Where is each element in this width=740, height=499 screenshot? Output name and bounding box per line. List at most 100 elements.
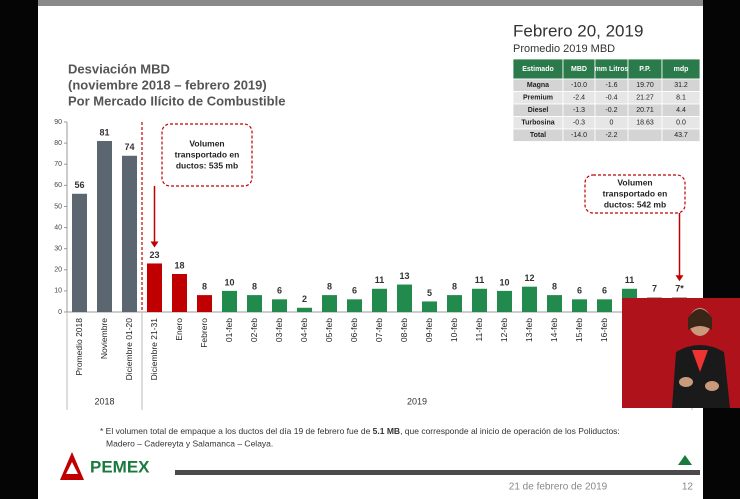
value-label: 81 xyxy=(99,127,109,137)
table: Estimado MBD mm Litros P.P. mdp Magna -10.0 -1.… xyxy=(512,58,701,142)
x-tick-label: 07-feb xyxy=(374,318,384,342)
table-cell: -0.4 xyxy=(605,95,617,102)
table-cell: 4.4 xyxy=(676,107,686,114)
annotation-text: ductos: 535 mb xyxy=(176,160,238,170)
y-tick-label: 70 xyxy=(54,161,62,168)
table-row-label: Magna xyxy=(527,82,549,89)
value-label: 5 xyxy=(427,288,432,298)
table-cell-bg xyxy=(627,128,663,142)
x-tick-label: 15-feb xyxy=(574,318,584,342)
x-tick-label: Noviembre xyxy=(99,318,109,359)
y-tick-label: 90 xyxy=(54,119,62,126)
table-cell: 0 xyxy=(610,120,614,127)
bar xyxy=(247,295,262,312)
value-label: 23 xyxy=(149,250,159,260)
x-tick-label: Promedio 2018 xyxy=(74,318,84,376)
bar xyxy=(197,295,212,312)
table-row-label: Turbosina xyxy=(521,120,554,127)
y-tick-label: 50 xyxy=(54,203,62,210)
bar xyxy=(547,295,562,312)
x-tick-label: 09-feb xyxy=(424,318,434,342)
bar xyxy=(272,299,287,312)
value-label: 12 xyxy=(524,273,534,283)
header-title: Febrero 20, 2019 xyxy=(513,21,643,40)
y-tick-label: 10 xyxy=(54,288,62,295)
bar xyxy=(297,307,312,312)
page-number: 12 xyxy=(682,482,694,493)
value-label: 6 xyxy=(577,286,582,296)
x-tick-label: 06-feb xyxy=(349,318,359,342)
value-label: 11 xyxy=(625,275,635,285)
bar xyxy=(597,299,612,312)
bar xyxy=(447,295,462,312)
x-tick-label: Febrero xyxy=(199,318,209,348)
footnote-text: * El volumen total de empaque a los duct… xyxy=(100,426,373,436)
value-label: 8 xyxy=(252,281,257,291)
x-tick-label: 13-feb xyxy=(524,318,534,342)
group-label: 2019 xyxy=(407,396,427,406)
value-label: 8 xyxy=(327,281,332,291)
logo-icon xyxy=(66,462,78,474)
table-cell: -0.3 xyxy=(573,120,585,127)
bar xyxy=(122,155,137,312)
person-body xyxy=(672,345,730,408)
y-tick-label: 0 xyxy=(58,309,62,316)
annotation-text: ductos: 542 mb xyxy=(604,199,666,209)
x-tick-label: 08-feb xyxy=(399,318,409,342)
bar xyxy=(397,284,412,312)
bar xyxy=(72,193,87,312)
value-label: 11 xyxy=(475,275,485,285)
bar xyxy=(322,295,337,312)
value-label: 10 xyxy=(224,277,234,287)
table-cell: 31.2 xyxy=(674,82,688,89)
y-tick-label: 40 xyxy=(54,224,62,231)
table-cell: 0.0 xyxy=(676,120,686,127)
group-label: 2018 xyxy=(94,396,114,406)
table-cell: 8.1 xyxy=(676,95,686,102)
footnote-text: , que corresponde al inicio de operación… xyxy=(400,426,620,436)
footer-bar xyxy=(175,470,700,475)
table-row-label: Diesel xyxy=(528,107,549,114)
chart-title: (noviembre 2018 – febrero 2019) xyxy=(68,77,267,92)
x-tick-label: 01-feb xyxy=(224,318,234,342)
table-cell: -0.2 xyxy=(605,107,617,114)
value-label: 8 xyxy=(202,281,207,291)
chart-title: Por Mercado Ilícito de Combustible xyxy=(68,93,285,108)
value-label: 13 xyxy=(399,271,409,281)
person-hair xyxy=(688,309,712,330)
person-shirt xyxy=(692,350,708,372)
header-subtitle: Promedio 2019 MBD xyxy=(513,43,615,55)
x-tick-label: Diciembre 01-20 xyxy=(124,318,134,381)
value-label: 2 xyxy=(302,294,307,304)
x-tick-label: 04-feb xyxy=(299,318,309,342)
table-cell-bg xyxy=(661,128,701,142)
table-cell: 43.7 xyxy=(674,132,688,139)
table-header: MBD xyxy=(571,66,587,73)
table-cell: 19.70 xyxy=(636,82,654,89)
y-tick-label: 30 xyxy=(54,246,62,253)
y-tick-label: 20 xyxy=(54,267,62,274)
footnote: * El volumen total de empaque a los duct… xyxy=(100,426,620,436)
x-tick-label: 05-feb xyxy=(324,318,334,342)
table-cell: 21.27 xyxy=(636,95,654,102)
bar xyxy=(347,299,362,312)
annotation-text: Volumen xyxy=(617,177,652,187)
value-label: 56 xyxy=(74,180,84,190)
x-tick-label: 11-feb xyxy=(474,318,484,342)
value-label: 11 xyxy=(375,275,385,285)
value-label: 7 xyxy=(652,284,657,294)
annotation-box xyxy=(161,123,253,187)
value-label: 6 xyxy=(277,286,282,296)
value-label: 8 xyxy=(552,281,557,291)
bar xyxy=(522,286,537,312)
value-label: 18 xyxy=(174,260,184,270)
arrow-head xyxy=(675,275,684,282)
bar xyxy=(97,141,112,312)
bar xyxy=(497,290,512,312)
table-cell: -1.3 xyxy=(573,107,585,114)
x-tick-label: 10-feb xyxy=(449,318,459,342)
bar xyxy=(222,290,237,312)
table-header: P.P. xyxy=(639,66,650,73)
